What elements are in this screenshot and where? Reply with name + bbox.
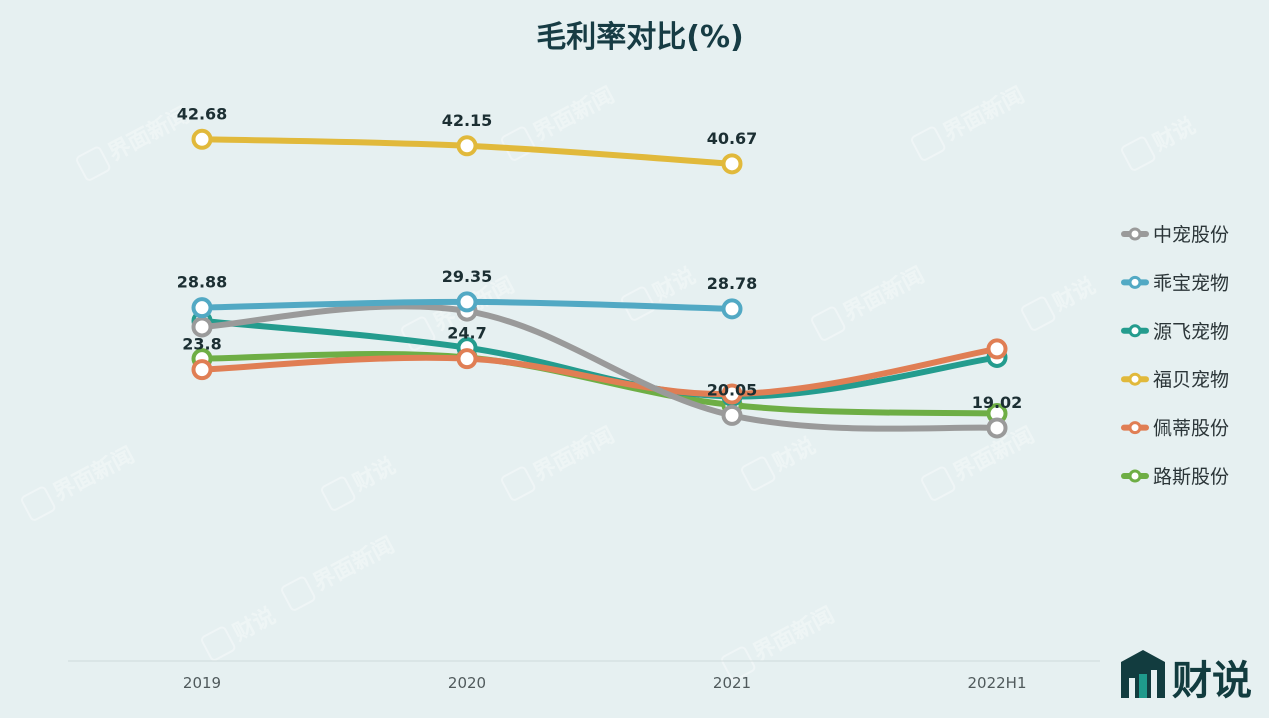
watermark-text: 财说 [1149,113,1200,157]
watermark-text: 财说 [349,453,400,497]
watermark-text: 财说 [769,433,820,477]
legend-item: 中宠股份 [1121,224,1229,246]
watermark: 财说 [1021,273,1100,331]
brand-logo: 财说 [1121,650,1252,704]
series-line [199,303,1000,432]
series-5 [191,338,1008,405]
watermark: 财说 [621,263,700,321]
x-tick-label: 2022H1 [968,674,1027,692]
brand-logo-text: 财说 [1172,658,1252,704]
data-label: 40.67 [707,129,758,148]
legend-label: 佩蒂股份 [1153,418,1229,440]
series-lines [191,128,1008,439]
data-point [191,359,213,381]
legend-label: 福贝宠物 [1153,369,1229,391]
legend-label: 路斯股份 [1153,466,1229,488]
watermark: 财说 [321,453,400,511]
data-label: 28.88 [177,273,228,292]
data-point [721,298,743,320]
data-point [191,316,213,338]
data-point [191,297,213,319]
watermark-text: 界面新闻 [839,262,929,326]
data-label: 42.15 [442,111,493,130]
watermark-text: 界面新闻 [749,602,839,666]
legend-swatch-marker [1128,421,1142,435]
watermark-text: 界面新闻 [939,82,1029,146]
legend-label: 中宠股份 [1153,224,1229,246]
watermark-text: 财说 [1049,273,1100,317]
chart-title: 毛利率对比(%) [536,20,743,55]
data-point [986,338,1008,360]
data-label: 24.7 [447,324,486,343]
watermark: 界面新闻 [911,82,1029,161]
legend-swatch-marker [1128,469,1142,483]
watermark: 财说 [1121,113,1200,171]
watermark: 界面新闻 [21,442,139,521]
data-point [191,128,213,150]
watermark: 界面新闻 [721,602,839,681]
data-point [456,291,478,313]
legend-label: 源飞宠物 [1153,321,1229,343]
x-tick-label: 2020 [448,674,486,692]
data-label: 19.02 [972,393,1023,412]
legend-item: 源飞宠物 [1121,321,1229,343]
x-tick-label: 2021 [713,674,751,692]
series-line [199,345,1000,398]
data-label: 20.05 [707,380,758,399]
data-point [721,153,743,175]
legend-item: 福贝宠物 [1121,369,1229,391]
data-label: 23.8 [182,335,221,354]
legend-label: 乖宝宠物 [1153,272,1229,294]
series-1 [191,300,1008,439]
data-point [986,417,1008,439]
brand-logo-mark [1121,650,1165,698]
watermark-text: 界面新闻 [529,422,619,486]
watermark-text: 财说 [649,263,700,307]
legend-item: 路斯股份 [1121,466,1229,488]
watermark: 界面新闻 [921,422,1039,501]
data-labels: 23.8 24.7 20.05 19.02 28.88 29.35 28.78 42.68 42… [177,104,1023,412]
legend-swatch-marker [1128,275,1142,289]
data-point [721,383,743,405]
legend-swatch-marker [1128,227,1142,241]
watermark-text: 财说 [229,603,280,647]
watermark: 财说 [201,603,280,661]
legend-item: 佩蒂股份 [1121,418,1229,440]
data-point [721,404,743,426]
watermark: 财说 [741,433,820,491]
data-label: 29.35 [442,267,493,286]
data-point [456,135,478,157]
watermark-text: 界面新闻 [529,82,619,146]
series-4 [191,128,743,175]
data-label: 42.68 [177,104,228,123]
watermark: 界面新闻 [501,422,619,501]
data-label: 28.78 [707,274,758,293]
watermark: 界面新闻 [811,262,929,341]
data-point [456,348,478,370]
legend-swatch-marker [1128,372,1142,386]
x-tick-label: 2019 [183,674,221,692]
watermark: 界面新闻 [281,532,399,611]
watermark-text: 界面新闻 [309,532,399,596]
legend-swatch-marker [1128,324,1142,338]
x-axis-ticks: 2019 2020 2021 2022H1 [183,674,1027,692]
legend-item: 乖宝宠物 [1121,272,1229,294]
series-2 [191,291,743,320]
watermark-text: 界面新闻 [49,442,139,506]
